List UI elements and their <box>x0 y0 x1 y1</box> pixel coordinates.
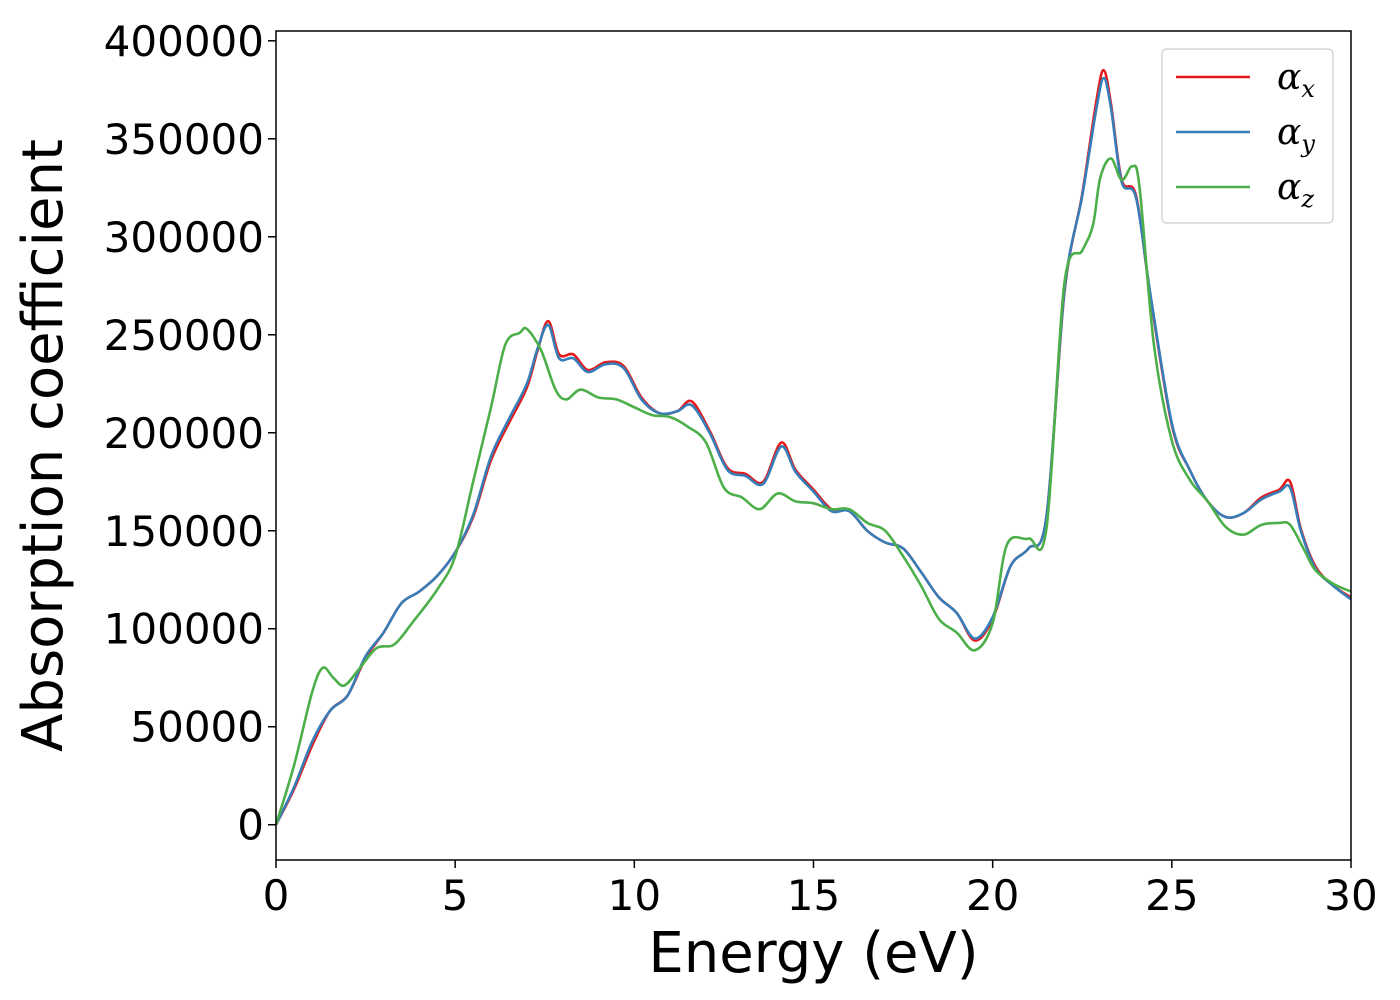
x-tick-label: 10 <box>608 871 661 920</box>
y-tick-label: 400000 <box>104 17 264 66</box>
ticks-layer: 0 5 10 15 20 25 30 0 50000 100000 150000 200000 2500… <box>104 17 1378 920</box>
series-line-y <box>276 76 1351 826</box>
x-tick-label: 0 <box>263 871 290 920</box>
legend-label-z: αz <box>1277 167 1314 213</box>
y-axis-title: Absorption coefficient <box>11 139 76 752</box>
y-tick-label: 50000 <box>130 703 264 752</box>
series-layer <box>276 68 1351 826</box>
y-tick-label: 200000 <box>104 409 264 458</box>
series-line-z <box>276 157 1351 826</box>
legend-label-x: αx <box>1277 57 1315 103</box>
y-tick-label: 100000 <box>104 605 264 654</box>
legend-label-y: αy <box>1277 112 1315 158</box>
x-tick-label: 20 <box>966 871 1019 920</box>
y-tick-label: 250000 <box>104 311 264 360</box>
y-tick-label: 350000 <box>104 115 264 164</box>
legend-box <box>1161 48 1334 224</box>
x-tick-label: 5 <box>442 871 469 920</box>
x-tick-label: 25 <box>1145 871 1198 920</box>
legend: αx αy αz <box>1161 48 1334 224</box>
x-tick-label: 30 <box>1324 871 1377 920</box>
y-tick-label: 300000 <box>104 213 264 262</box>
y-tick-label: 150000 <box>104 507 264 556</box>
x-axis-title: Energy (eV) <box>648 921 978 986</box>
x-tick-label: 15 <box>787 871 840 920</box>
y-tick-label: 0 <box>237 801 264 850</box>
